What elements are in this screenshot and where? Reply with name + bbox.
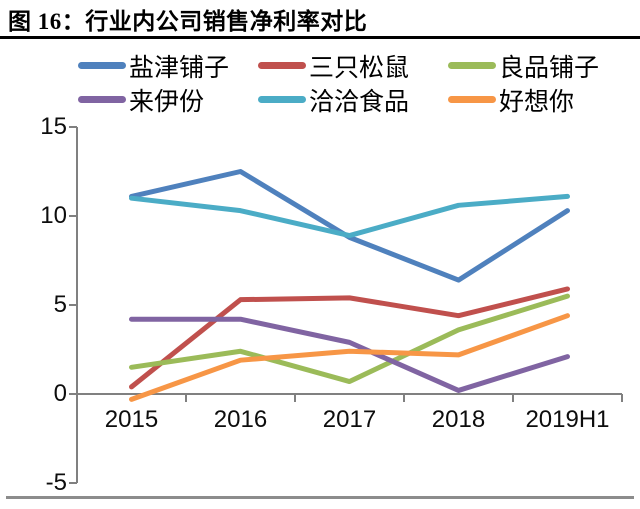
- series-line-1: [129, 286, 570, 390]
- chart-legend: 盐津铺子 三只松鼠 良品铺子来伊份 洽洽食品 好想你: [78, 52, 599, 116]
- legend-swatch: [448, 96, 496, 103]
- series-line-5: [129, 313, 570, 402]
- title-divider: [0, 36, 640, 39]
- y-axis-tick-label: 15: [40, 113, 67, 140]
- legend-label: 来伊份: [129, 88, 205, 116]
- x-axis-tick-label: 2016: [213, 406, 268, 433]
- legend-label: 好想你: [499, 88, 575, 116]
- legend-label: 良品铺子: [499, 54, 600, 82]
- y-axis-tick-label: 5: [53, 291, 67, 318]
- legend-item-5: 好想你: [448, 86, 599, 116]
- series-line-0: [129, 169, 570, 283]
- y-axis-tick-label: 0: [53, 380, 67, 407]
- legend-swatch: [258, 62, 306, 69]
- bottom-divider: [6, 496, 634, 499]
- legend-item-4: 洽洽食品: [258, 86, 448, 116]
- legend-swatch: [78, 62, 126, 69]
- series-line-4: [129, 193, 570, 239]
- legend-swatch: [448, 62, 496, 69]
- legend-label: 盐津铺子: [129, 54, 230, 82]
- x-axis-tick-label: 2019H1: [525, 406, 610, 433]
- legend-item-1: 三只松鼠: [258, 52, 448, 82]
- series-line-3: [129, 316, 570, 393]
- x-axis-tick-label: 2018: [431, 406, 486, 433]
- legend-swatch: [258, 96, 306, 103]
- legend-item-3: 来伊份: [78, 86, 258, 116]
- legend-item-0: 盐津铺子: [78, 52, 258, 82]
- y-axis-tick-label: 10: [40, 202, 67, 229]
- legend-swatch: [78, 96, 126, 103]
- legend-item-2: 良品铺子: [448, 52, 599, 82]
- series-line-2: [129, 293, 570, 385]
- y-axis-tick-label: -5: [45, 469, 67, 496]
- legend-label: 三只松鼠: [309, 54, 410, 82]
- legend-label: 洽洽食品: [309, 88, 410, 116]
- x-axis-tick-label: 2015: [104, 406, 159, 433]
- figure-title: 图 16：行业内公司销售净利率对比: [8, 9, 368, 34]
- x-axis-tick-label: 2017: [322, 406, 377, 433]
